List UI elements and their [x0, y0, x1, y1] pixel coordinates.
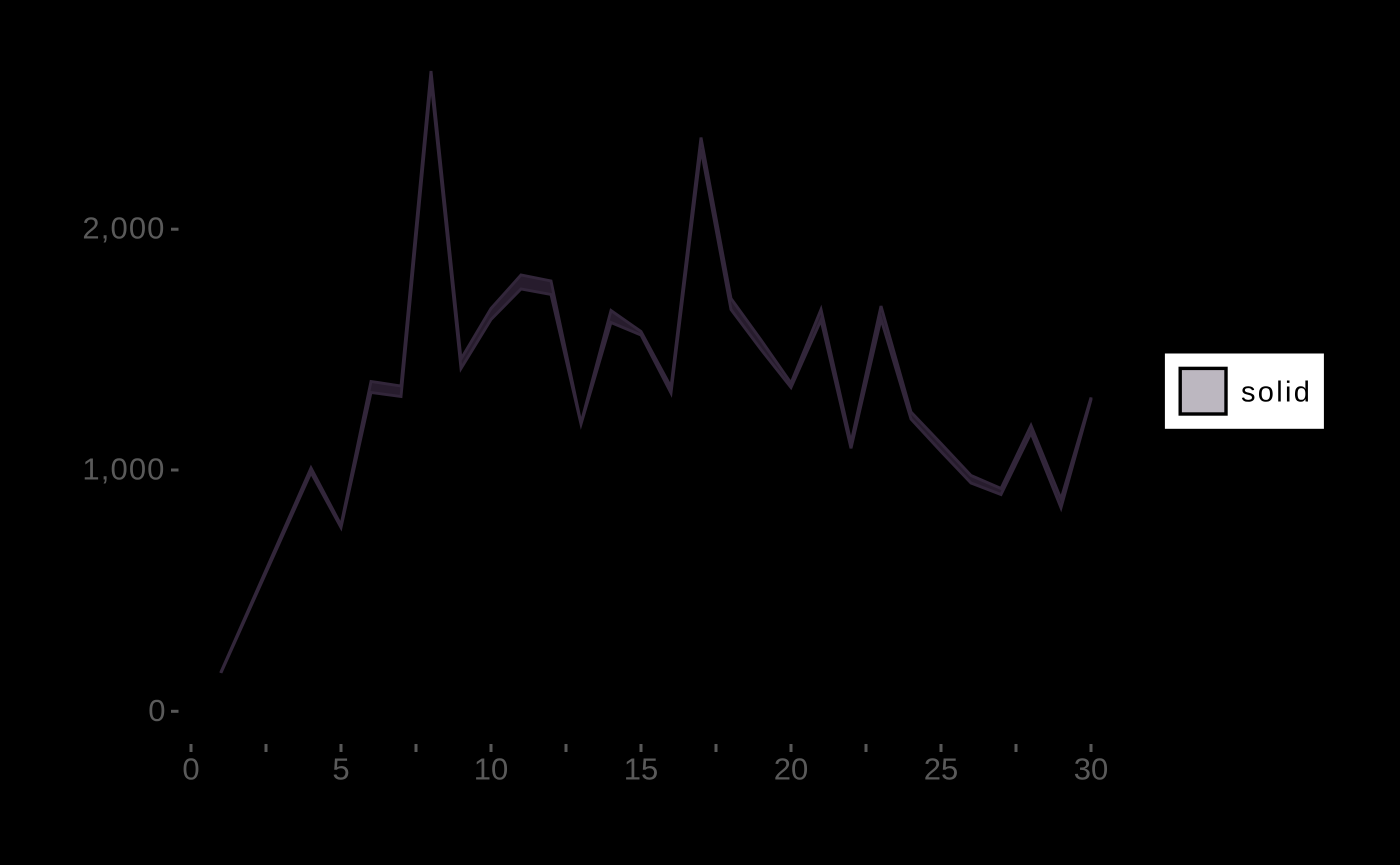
svg-text:2,000: 2,000 [82, 211, 165, 246]
svg-text:0: 0 [182, 751, 199, 786]
svg-text:20: 20 [774, 751, 808, 786]
svg-text:25: 25 [924, 751, 958, 786]
svg-text:5: 5 [332, 751, 349, 786]
svg-text:1,000: 1,000 [82, 452, 165, 487]
svg-text:0: 0 [148, 693, 165, 728]
svg-text:30: 30 [1074, 751, 1108, 786]
svg-text:solid: solid [1241, 377, 1312, 409]
svg-text:15: 15 [624, 751, 658, 786]
svg-text:10: 10 [474, 751, 508, 786]
